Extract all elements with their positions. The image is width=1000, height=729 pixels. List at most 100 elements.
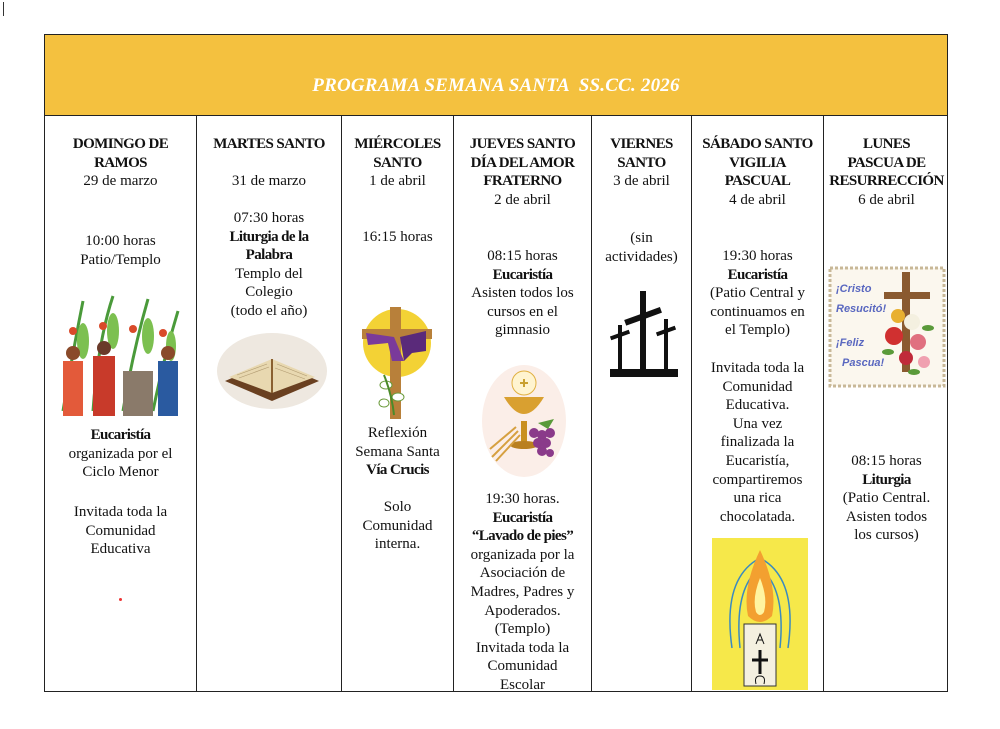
text-line: 4 de abril — [729, 191, 786, 208]
day-column-sabado-santo: SÁBADO SANTO VIGILIA PASCUAL 4 de abril 19:3… — [691, 115, 823, 691]
day-heading-line: MIÉRCOLES — [354, 136, 441, 152]
text-block: JUEVES SANTO DÍA DEL AMOR FRATERNO 2 de abr… — [454, 135, 591, 209]
text-block: SÁBADO SANTO VIGILIA PASCUAL 4 de abril — [692, 135, 823, 209]
easter-card-text: ¡Cristo — [836, 283, 872, 295]
day-heading-line: PASCUAL — [724, 173, 791, 190]
day-column-martes-santo: MARTES SANTO 31 de marzo 07:30 horas Liturg… — [196, 115, 341, 691]
text-line: “Lavado de pies” — [471, 528, 574, 545]
text-line: 6 de abril — [858, 191, 915, 208]
text-line: Comunidad — [362, 517, 433, 534]
day-column-domingo-de-ramos: DOMINGO DE RAMOS 29 de marzo 10:00 horas Pat… — [45, 115, 196, 691]
text-line: Una vez — [732, 415, 783, 432]
day-heading-line: DÍA DEL AMOR — [470, 154, 575, 171]
text-line: Comunidad — [487, 658, 558, 675]
day-heading-line: SANTO — [373, 154, 422, 171]
text-line: Liturgia — [862, 471, 911, 488]
text-line: gimnasio — [495, 322, 550, 339]
text-line: 08:15 horas — [487, 248, 558, 264]
text-line: Eucaristía — [492, 266, 553, 283]
text-line: Asisten todos los — [471, 285, 574, 302]
text-line: Educativa. — [725, 397, 790, 414]
text-block: 19:30 horas Eucaristía (Patio Central y con… — [692, 247, 823, 340]
text-line: Eucaristía — [90, 427, 151, 443]
text-line: Vía Crucis — [366, 462, 429, 479]
paschal-candle-image — [712, 538, 808, 695]
text-block: DOMINGO DE RAMOS 29 de marzo — [45, 135, 196, 191]
text-line: 2 de abril — [494, 191, 551, 208]
day-heading-line: PASCUA DE — [847, 154, 926, 171]
chalice-and-grapes-image — [482, 361, 566, 482]
text-line: 19:30 horas. — [485, 491, 560, 507]
text-line: 31 de marzo — [231, 173, 307, 189]
page-title: PROGRAMA SEMANA SANTA SS.CC. 2026 — [312, 75, 680, 96]
text-line: (sin — [630, 230, 653, 246]
day-column-viernes-santo: VIERNES SANTO 3 de abril (sin actividades) — [591, 115, 691, 691]
text-line: 29 de marzo — [83, 173, 158, 190]
day-heading-line: LUNES — [862, 136, 911, 152]
text-block: MARTES SANTO — [197, 135, 341, 154]
text-line: 19:30 horas — [722, 248, 793, 264]
text-line: Educativa — [90, 541, 151, 558]
text-line: continuamos en — [710, 303, 805, 320]
text-line: los cursos) — [854, 527, 919, 544]
text-block: 08:15 horas Eucaristía Asisten todos los cu… — [454, 247, 591, 340]
text-line: chocolatada. — [719, 508, 796, 525]
text-line: el Templo) — [725, 322, 790, 339]
day-heading-line: VIGILIA — [729, 154, 786, 171]
text-line: Escolar — [500, 676, 545, 693]
text-line: Eucaristía, — [725, 452, 790, 469]
text-line: 1 de abril — [369, 173, 426, 190]
day-column-jueves-santo: JUEVES SANTO DÍA DEL AMOR FRATERNO 2 de abr… — [453, 115, 591, 693]
day-heading-line: RAMOS — [94, 154, 147, 171]
day-heading-line: MARTES SANTO — [213, 136, 325, 152]
day-column-miercoles-santo: MIÉRCOLES SANTO 1 de abril 16:15 horas Refle… — [341, 115, 453, 691]
text-line: Asisten todos — [845, 508, 928, 525]
text-line: (Patio Central y — [710, 285, 805, 302]
easter-card-text: ¡Feliz — [836, 337, 865, 349]
text-line: (Patio Central. — [842, 490, 931, 507]
text-line: Invitada toda la — [475, 639, 570, 656]
text-line: Eucaristía — [727, 266, 788, 283]
text-block: 10:00 horas Patio/Templo — [45, 232, 196, 269]
red-dot — [119, 598, 122, 601]
text-block: Reflexión Semana Santa Vía Crucis — [342, 424, 453, 480]
palm-sunday-illustration — [53, 291, 187, 426]
text-block: 16:15 horas — [342, 228, 453, 247]
text-line: Patio/Templo — [80, 251, 161, 268]
text-line: Colegio — [245, 284, 293, 301]
text-block: VIERNES SANTO 3 de abril — [592, 135, 691, 191]
text-block: Invitada toda la Comunidad Educativa. Una v… — [692, 359, 823, 526]
easter-card-text: Pascua! — [842, 357, 885, 369]
day-heading-line: SÁBADO SANTO — [702, 136, 813, 152]
text-line: 07:30 horas — [233, 210, 305, 226]
text-block: 31 de marzo — [197, 172, 341, 191]
text-line: 16:15 horas — [362, 229, 433, 245]
text-block: Solo Comunidad interna. — [342, 498, 453, 554]
day-heading-line: VIERNES — [610, 136, 673, 152]
day-heading-line: JUEVES SANTO — [469, 136, 576, 152]
text-block: LUNES PASCUA DE RESURRECCIÓN 6 de abril — [824, 135, 949, 209]
open-bible-image — [217, 331, 327, 416]
text-line: cursos en el — [487, 303, 558, 320]
text-line: (todo el año) — [230, 302, 308, 319]
text-line: organizada por la — [470, 546, 575, 563]
text-line: Palabra — [245, 247, 293, 264]
text-line: Ciclo Menor — [82, 464, 159, 481]
text-line: Reflexión — [367, 425, 428, 441]
easter-card-image: ¡Cristo Resucitó! ¡Feliz Pascua! — [828, 266, 946, 395]
text-line: Invitada toda la — [73, 504, 168, 520]
text-cursor — [3, 2, 4, 16]
text-line: Semana Santa — [355, 443, 440, 460]
text-block: (sin actividades) — [592, 229, 691, 266]
text-line: 3 de abril — [613, 173, 670, 190]
text-line: interna. — [374, 536, 421, 553]
text-line: una rica — [733, 490, 782, 507]
text-line: Eucaristía — [492, 509, 553, 526]
text-line: compartiremos — [712, 471, 803, 488]
text-block: 08:15 horas Liturgia (Patio Central. Asiste… — [824, 452, 949, 545]
text-line: Asociación de — [479, 565, 566, 582]
text-line: Solo — [383, 499, 412, 515]
cross-with-purple-cloth-image — [354, 305, 440, 424]
day-heading-line: FRATERNO — [483, 173, 562, 190]
day-heading-line: SANTO — [617, 154, 666, 171]
